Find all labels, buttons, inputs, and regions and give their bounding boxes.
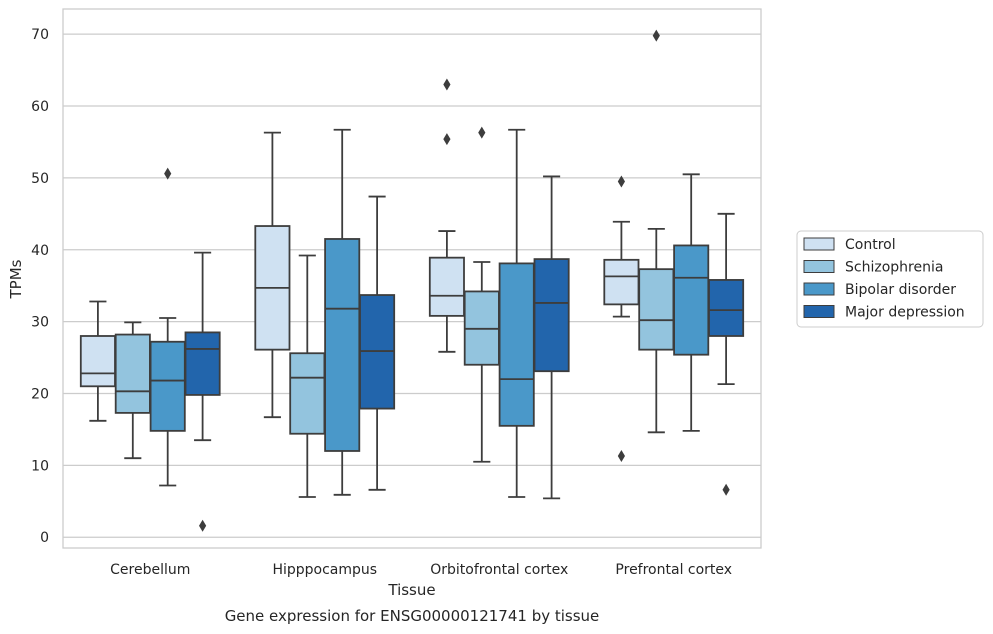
legend-swatch: [803, 260, 835, 273]
box-iqr: [498, 262, 535, 427]
box-control: [79, 300, 116, 422]
outlier-marker: [617, 175, 625, 188]
box-control: [428, 78, 465, 353]
box-iqr: [673, 244, 710, 356]
x-axis-label: Tissue: [387, 581, 435, 599]
legend-swatch: [803, 237, 835, 251]
box-bipolar-disorder: [673, 173, 710, 432]
legend-label: Major depression: [845, 305, 965, 321]
legend-frame: [796, 230, 984, 328]
legend-label: Control: [845, 237, 896, 253]
legend: Control Schizophrenia Bipolar disorder Majo…: [796, 230, 984, 328]
box-iqr: [149, 340, 186, 432]
x-tick-label: Cerebellum: [110, 562, 190, 578]
box-bipolar-disorder: [324, 128, 361, 496]
box-major-depression: [184, 251, 221, 532]
legend-swatch: [803, 305, 835, 318]
outlier-marker: [443, 133, 451, 146]
box-schizophrenia: [463, 126, 500, 463]
box-iqr: [324, 238, 361, 452]
outlier-marker: [478, 126, 486, 139]
outlier-marker: [722, 483, 730, 496]
box-bipolar-disorder: [149, 167, 186, 487]
box-major-depression: [359, 195, 396, 491]
y-tick-label: 0: [40, 530, 49, 546]
y-tick-label: 40: [31, 243, 49, 259]
box-iqr: [638, 268, 675, 351]
y-tick-label: 20: [31, 386, 49, 402]
outlier-marker: [164, 167, 172, 180]
outlier-marker: [617, 450, 625, 463]
box-plots: [79, 29, 745, 532]
y-tick-labels: 0 10 20 30 40 50 60 70: [31, 27, 49, 546]
y-tick-label: 50: [31, 171, 49, 187]
y-tick-label: 10: [31, 458, 49, 474]
box-iqr: [184, 331, 221, 396]
legend-label: Schizophrenia: [845, 260, 943, 276]
box-schizophrenia: [289, 254, 326, 498]
outlier-marker: [443, 78, 451, 91]
box-iqr: [79, 335, 116, 388]
y-tick-label: 30: [31, 315, 49, 331]
y-tick-label: 70: [31, 27, 49, 43]
box-iqr: [603, 258, 640, 306]
box-major-depression: [533, 175, 570, 500]
x-tick-label: Hipppocampus: [272, 562, 377, 578]
box-iqr: [533, 258, 570, 373]
box-iqr: [708, 279, 745, 337]
box-bipolar-disorder: [498, 128, 535, 498]
box-iqr: [289, 352, 326, 435]
box-schizophrenia: [114, 321, 151, 460]
x-tick-label: Orbitofrontal cortex: [430, 562, 568, 578]
x-tick-label: Prefrontal cortex: [615, 562, 732, 578]
y-axis-label: TPMs: [7, 259, 25, 299]
box-iqr: [428, 256, 465, 317]
outlier-marker: [652, 29, 660, 42]
legend-swatch: [803, 282, 835, 296]
y-tick-label: 60: [31, 99, 49, 115]
box-control: [603, 175, 640, 463]
box-iqr: [114, 333, 151, 414]
x-tick-labels: Cerebellum Hipppocampus Orbitofrontal cort…: [110, 562, 732, 578]
plot-frame: [62, 8, 762, 549]
box-schizophrenia: [638, 29, 675, 434]
box-control: [254, 131, 291, 419]
legend-label: Bipolar disorder: [845, 282, 956, 298]
box-major-depression: [708, 212, 745, 496]
outlier-marker: [199, 519, 207, 532]
chart-caption: Gene expression for ENSG00000121741 by t…: [225, 607, 600, 625]
